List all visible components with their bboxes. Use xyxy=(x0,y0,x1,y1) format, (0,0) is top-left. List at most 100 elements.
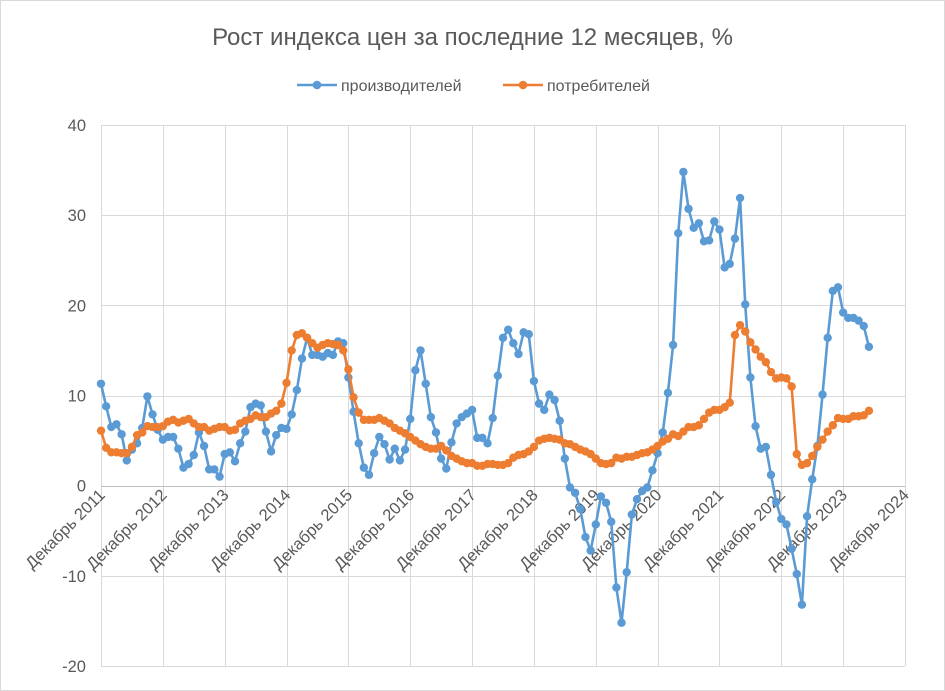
data-point-producers-2019-02 xyxy=(540,405,549,415)
data-point-producers-2018-06 xyxy=(498,333,508,342)
data-point-producers-2015-01 xyxy=(287,410,296,419)
data-point-producers-2021-01 xyxy=(658,428,667,437)
data-point-producers-2013-03 xyxy=(174,444,183,453)
data-point-producers-2016-11 xyxy=(400,445,410,454)
data-point-producers-2017-04 xyxy=(426,412,436,422)
data-point-producers-2023-02 xyxy=(787,544,796,553)
data-point-producers-2013-10 xyxy=(210,465,219,474)
data-point-producers-2019-09 xyxy=(576,504,585,514)
data-point-producers-2022-05 xyxy=(741,300,750,309)
y-tick-label: 40 xyxy=(68,117,86,135)
data-point-consumers-2018-07 xyxy=(503,458,513,468)
data-point-producers-2018-07 xyxy=(503,325,513,334)
data-point-producers-2022-04 xyxy=(735,193,745,203)
data-point-producers-2020-04 xyxy=(612,583,621,592)
data-point-consumers-2022-09 xyxy=(761,357,771,367)
data-point-producers-2014-12 xyxy=(282,424,291,434)
data-point-producers-2019-12 xyxy=(591,520,600,529)
data-point-producers-2020-03 xyxy=(607,517,616,526)
data-point-producers-2023-01 xyxy=(782,520,791,529)
data-point-producers-2022-03 xyxy=(730,234,740,243)
data-point-producers-2021-08 xyxy=(694,219,704,228)
data-point-producers-2017-07 xyxy=(442,464,451,473)
y-tick-label: 20 xyxy=(68,297,86,315)
data-point-consumers-2014-12 xyxy=(282,378,291,388)
data-point-producers-2014-03 xyxy=(235,439,245,448)
series-layer xyxy=(96,167,874,627)
data-point-producers-2017-09 xyxy=(452,419,461,428)
data-point-producers-2023-09 xyxy=(823,333,832,342)
data-point-producers-2022-07 xyxy=(751,421,760,431)
data-point-consumers-2022-05 xyxy=(741,327,750,336)
data-point-producers-2012-09 xyxy=(143,392,152,401)
data-point-consumers-2022-02 xyxy=(725,398,734,407)
data-point-producers-2022-02 xyxy=(725,259,734,269)
data-point-producers-2017-05 xyxy=(431,428,441,437)
data-point-producers-2019-10 xyxy=(581,532,590,542)
data-point-producers-2015-09 xyxy=(328,350,338,360)
data-point-consumers-2023-03 xyxy=(792,449,801,459)
data-point-producers-2013-08 xyxy=(199,441,209,451)
data-point-consumers-2016-01 xyxy=(349,393,358,402)
data-point-producers-2022-09 xyxy=(761,442,771,452)
data-point-producers-2016-08 xyxy=(385,455,394,464)
data-point-producers-2018-02 xyxy=(478,433,487,443)
data-point-producers-2019-06 xyxy=(560,454,570,463)
data-point-producers-2014-04 xyxy=(241,427,250,436)
data-point-producers-2020-10 xyxy=(643,483,652,492)
data-point-producers-2021-03 xyxy=(668,340,678,350)
data-point-producers-2020-01 xyxy=(596,492,606,501)
data-point-consumers-2021-08 xyxy=(694,421,704,430)
data-point-producers-2016-03 xyxy=(359,463,369,472)
data-point-producers-2014-02 xyxy=(230,457,240,466)
data-point-consumers-2023-09 xyxy=(823,427,832,436)
data-point-consumers-2023-10 xyxy=(828,421,838,430)
data-point-producers-2012-10 xyxy=(148,410,157,419)
data-point-consumers-2022-04 xyxy=(735,320,745,330)
legend-swatch-marker-producers xyxy=(312,80,322,90)
data-point-consumers-2023-07 xyxy=(813,442,822,452)
data-point-consumers-2021-09 xyxy=(699,414,709,424)
data-point-producers-2014-08 xyxy=(261,427,271,436)
data-point-consumers-2012-05 xyxy=(122,449,131,458)
data-point-producers-2016-12 xyxy=(406,414,415,424)
data-point-producers-2020-05 xyxy=(617,618,626,627)
data-point-producers-2014-07 xyxy=(256,401,265,410)
data-point-producers-2020-11 xyxy=(648,466,657,475)
data-point-producers-2021-12 xyxy=(715,225,724,234)
data-point-producers-2021-11 xyxy=(710,217,719,226)
data-point-producers-2013-02 xyxy=(168,432,178,442)
data-point-producers-2019-01 xyxy=(534,399,544,408)
data-point-producers-2019-11 xyxy=(586,546,595,555)
data-point-producers-2022-11 xyxy=(771,497,781,507)
data-point-consumers-2012-06 xyxy=(127,442,137,452)
y-tick-label: 30 xyxy=(68,207,86,225)
data-point-consumers-2022-08 xyxy=(756,352,765,361)
data-point-producers-2021-05 xyxy=(679,167,688,177)
data-point-consumers-2020-03 xyxy=(607,458,616,468)
data-point-producers-2022-10 xyxy=(766,470,776,480)
data-point-consumers-2015-12 xyxy=(344,365,353,374)
data-point-consumers-2022-03 xyxy=(730,330,740,340)
data-point-producers-2019-08 xyxy=(570,488,580,498)
legend-item-producers: производителей xyxy=(297,78,462,95)
data-point-producers-2024-04 xyxy=(859,321,868,331)
legend-item-consumers: потребителей xyxy=(503,78,650,95)
y-tick-label: -10 xyxy=(62,568,86,586)
data-point-producers-2019-07 xyxy=(565,483,575,492)
data-point-producers-2018-09 xyxy=(514,349,523,359)
data-point-producers-2013-11 xyxy=(215,472,224,481)
y-tick-label: 10 xyxy=(68,388,86,406)
data-point-producers-2020-06 xyxy=(622,568,631,577)
chart-title: Рост индекса цен за последние 12 месяцев… xyxy=(212,24,733,51)
data-point-producers-2022-06 xyxy=(746,373,755,382)
gridlines xyxy=(101,125,906,667)
data-point-producers-2016-10 xyxy=(395,456,405,465)
data-point-consumers-2023-01 xyxy=(782,374,791,383)
data-point-consumers-2015-10 xyxy=(333,340,343,350)
data-point-producers-2020-02 xyxy=(601,498,611,507)
data-point-producers-2016-02 xyxy=(354,439,363,448)
data-point-producers-2013-06 xyxy=(189,450,198,460)
data-point-producers-2019-05 xyxy=(555,416,564,425)
